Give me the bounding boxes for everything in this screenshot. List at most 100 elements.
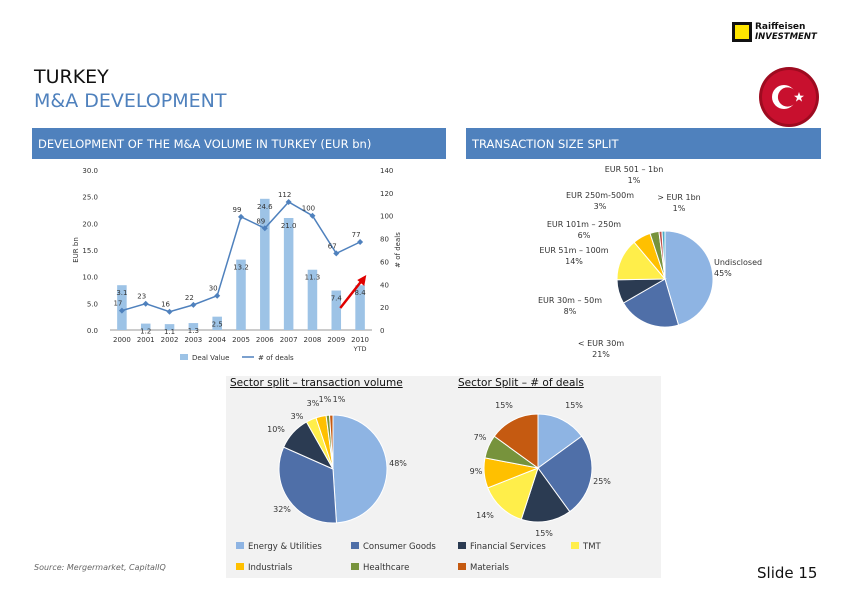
x-tick-label: 2004 (208, 336, 226, 344)
y2-axis-label: # of deals (394, 232, 402, 268)
y2-tick-label: 20 (380, 304, 389, 312)
y2-tick-label: 80 (380, 236, 389, 244)
sector-volume-slice (278, 446, 337, 524)
sector-volume-label: 3% (307, 399, 320, 408)
deal-value-bar (212, 316, 222, 330)
deal-value-bar (307, 269, 318, 330)
deal-value-label: 1.3 (188, 327, 199, 335)
deal-value-label: 7.4 (331, 295, 343, 303)
x-tick-label: 2008 (304, 336, 322, 344)
page-subtitle: M&A DEVELOPMENT (34, 90, 227, 112)
deals-point (309, 212, 316, 219)
transaction-size-label: 1% (628, 176, 641, 185)
transaction-size-pie-chart: Undisclosed 45% < EUR 30m 21% EUR 30m – 50m 8… (466, 160, 821, 368)
transaction-size-label: > EUR 1bn (657, 193, 701, 202)
x-tick-label: 2007 (280, 336, 298, 344)
sector-legend-swatch (571, 542, 579, 549)
deal-value-bar (355, 285, 365, 330)
sector-deals-slice (493, 413, 539, 469)
deals-point (333, 250, 340, 257)
deal-value-bar (188, 323, 199, 330)
x-tick-label: 2003 (184, 336, 202, 344)
sector-deals-label: 15% (535, 529, 553, 538)
sector-deals-label: 25% (593, 477, 611, 486)
sector-legend-swatch (458, 563, 466, 570)
sector-legend-swatch (458, 542, 466, 549)
y-tick-label: 10.0 (82, 274, 98, 282)
sector-legend-swatch (236, 563, 244, 570)
y-tick-label: 20.0 (82, 220, 98, 228)
transaction-size-label: EUR 250m-500m (566, 191, 634, 200)
transaction-size-label: EUR 30m – 50m (538, 296, 602, 305)
transaction-size-panel: Undisclosed 45% < EUR 30m 21% EUR 30m – 50m 8… (466, 160, 821, 368)
x-tick-label: 2006 (256, 336, 274, 344)
legend-swatch-deal-value (180, 354, 188, 360)
y2-tick-label: 60 (380, 258, 389, 266)
sector-pie-charts: 48%32%10%3%3% 1% 1%15%25%15%14%9%7%15%Ener… (236, 395, 611, 573)
trend-arrow (339, 279, 364, 309)
transaction-size-label: 45% (714, 269, 732, 278)
sector-legend-swatch (351, 542, 359, 549)
sector-legend-swatch (351, 563, 359, 570)
deals-point (118, 307, 125, 314)
deal-value-label: 11.3 (305, 274, 321, 282)
deals-point (261, 225, 268, 232)
legend-deal-value: Deal Value (192, 354, 229, 362)
sector-legend-label: Energy & Utilities (248, 542, 322, 552)
logo-text-line1: Raiffeisen (755, 22, 806, 32)
deals-point (238, 213, 244, 220)
sector-deals-label: 9% (470, 467, 483, 476)
sector-split-panel: 48% 32% 10% 3% 3% 1% 1% 15% 25% 15% 14% 9% 7% 15% Ener… (226, 376, 661, 578)
deal-value-label: 1.1 (164, 328, 175, 336)
sector-volume-title: Sector split – transaction volume (230, 377, 403, 389)
deal-value-label: 24.6 (257, 203, 273, 211)
y-tick-label: 25.0 (82, 194, 98, 202)
y2-tick-label: 100 (380, 213, 393, 221)
turkey-flag-icon (759, 67, 819, 127)
sector-deals-label: 15% (495, 401, 513, 410)
deals-label: 89 (256, 217, 265, 225)
page-title: TURKEY (34, 66, 109, 88)
deals-label: 23 (137, 293, 146, 301)
sector-deals-label: 14% (476, 511, 494, 520)
deals-label: 100 (302, 205, 315, 213)
transaction-size-slice (661, 230, 666, 280)
x-tick-label: 2010 (351, 336, 369, 344)
deal-value-label: 13.2 (233, 264, 249, 272)
sector-volume-label: 3% (291, 412, 304, 421)
deals-point (285, 199, 292, 205)
slide-number: Slide 15 (757, 564, 818, 582)
deals-label: 77 (352, 231, 361, 239)
transaction-size-label: EUR 101m – 250m (547, 220, 621, 229)
deal-value-bar (164, 324, 175, 330)
x-tick-label: 2002 (161, 336, 179, 344)
y2-tick-label: 40 (380, 281, 389, 289)
deals-point (214, 292, 221, 299)
volume-combo-chart: 0.0 5.0 10.0 15.0 20.0 25.0 30.0 0 20 40 60 80 100 12… (32, 160, 446, 368)
y-tick-label: 5.0 (87, 300, 98, 308)
sector-volume-label: 1% (333, 395, 346, 404)
transaction-size-label: 3% (594, 202, 607, 211)
deals-label: 17 (113, 300, 122, 308)
sector-legend-label: TMT (582, 542, 602, 552)
transaction-size-label: 1% (673, 204, 686, 213)
transaction-size-label: EUR 501 – 1bn (605, 165, 664, 174)
source-note: Source: Mergermarket, CapitalIQ (34, 563, 166, 572)
transaction-size-slice (664, 230, 714, 326)
deal-value-bar (283, 218, 294, 330)
transaction-size-label: EUR 51m – 100m (539, 246, 608, 255)
x-tick-label: 2009 (327, 336, 345, 344)
transaction-size-label: 8% (564, 307, 577, 316)
transaction-size-label: 14% (565, 257, 583, 266)
transaction-size-label: 21% (592, 350, 610, 359)
sector-legend-label: Financial Services (470, 542, 546, 552)
deal-value-label: 1.2 (140, 328, 151, 336)
deals-label: 67 (328, 242, 337, 250)
ytd-note: YTD (353, 345, 367, 353)
y2-tick-label: 140 (380, 167, 393, 175)
sector-legend-label: Materials (470, 563, 510, 573)
sector-deals-slice (537, 413, 583, 469)
deal-value-label: 3.1 (116, 289, 127, 297)
sector-volume-label: 32% (273, 505, 291, 514)
sector-deals-title: Sector Split – # of deals (458, 377, 584, 389)
